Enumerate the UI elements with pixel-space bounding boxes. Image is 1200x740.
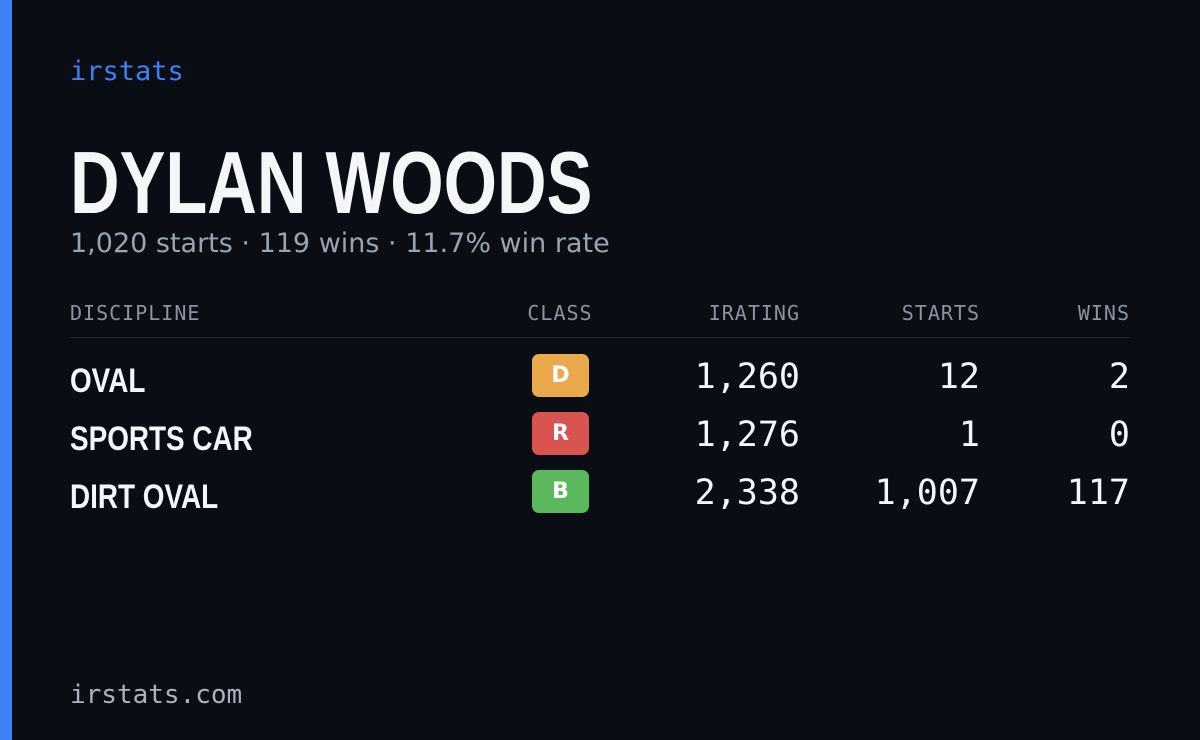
column-header: WINS <box>1077 301 1130 325</box>
column-header: STARTS <box>901 301 980 325</box>
irating-value: 2,338 <box>694 473 800 513</box>
class-badge: B <box>532 470 589 513</box>
wins-value: 2 <box>1108 357 1130 397</box>
driver-name: DYLAN WOODS <box>70 133 593 232</box>
footer: irstats.com <box>70 680 243 710</box>
column-header: DISCIPLINE <box>70 301 201 325</box>
irating-value: 1,260 <box>694 357 800 397</box>
column-header: IRATING <box>708 301 800 325</box>
starts-value: 12 <box>937 357 980 397</box>
wins-value: 117 <box>1066 473 1130 513</box>
header-rule <box>70 337 1130 338</box>
column-header: CLASS <box>527 301 593 325</box>
wins-value: 0 <box>1108 415 1130 455</box>
discipline: OVAL <box>70 362 146 400</box>
accent-bar <box>0 0 12 740</box>
irating-value: 1,276 <box>694 415 800 455</box>
class-badge: D <box>532 354 589 397</box>
class-badge: R <box>532 412 589 455</box>
summary: 1,020 starts · 119 wins · 11.7% win rate <box>70 228 610 259</box>
discipline: SPORTS CAR <box>70 420 253 458</box>
starts-value: 1,007 <box>874 473 980 513</box>
brand: irstats <box>70 56 184 87</box>
discipline: DIRT OVAL <box>70 478 219 516</box>
starts-value: 1 <box>958 415 980 455</box>
